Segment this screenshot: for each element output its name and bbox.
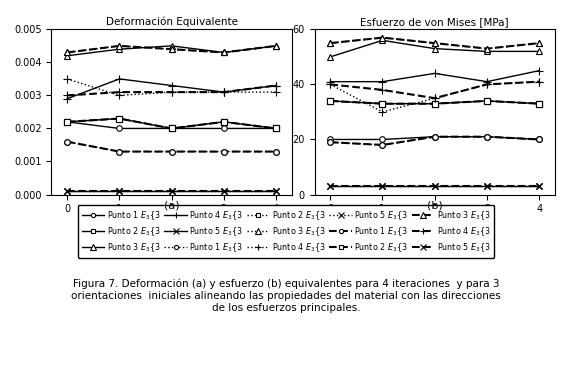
Title: Esfuerzo de von Mises [MPa]: Esfuerzo de von Mises [MPa] (360, 17, 509, 27)
Legend: Punto 1 $E_3${3, Punto 2 $E_3${3, Punto 3 $E_3${3, Punto 4 $E_3${3, Punto 5 $E_3: Punto 1 $E_3${3, Punto 2 $E_3${3, Punto … (78, 205, 494, 258)
X-axis label: Iteración: Iteración (149, 220, 194, 230)
Text: (a): (a) (164, 200, 180, 210)
Text: Figura 7. Deformación (a) y esfuerzo (b) equivalentes para 4 iteraciones  y para: Figura 7. Deformación (a) y esfuerzo (b)… (71, 279, 501, 313)
X-axis label: Iteración: Iteración (412, 220, 458, 230)
Title: Deformación Equivalente: Deformación Equivalente (106, 17, 237, 27)
Text: (b): (b) (427, 200, 443, 210)
